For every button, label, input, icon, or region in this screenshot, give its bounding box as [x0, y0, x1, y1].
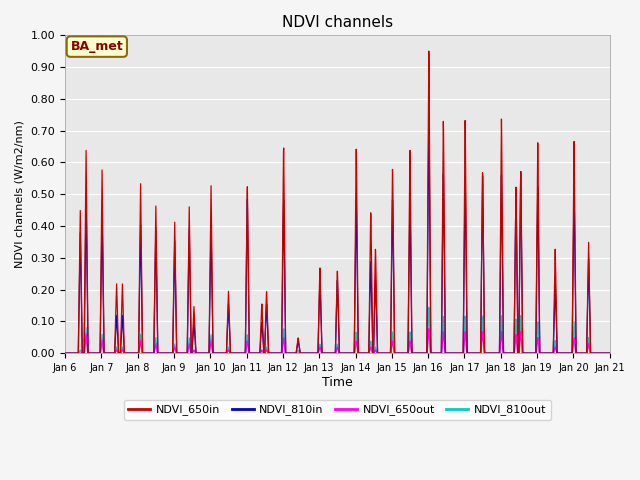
Title: NDVI channels: NDVI channels	[282, 15, 393, 30]
Text: BA_met: BA_met	[70, 40, 124, 53]
Y-axis label: NDVI channels (W/m2/nm): NDVI channels (W/m2/nm)	[15, 120, 25, 268]
Legend: NDVI_650in, NDVI_810in, NDVI_650out, NDVI_810out: NDVI_650in, NDVI_810in, NDVI_650out, NDV…	[124, 400, 551, 420]
X-axis label: Time: Time	[322, 376, 353, 389]
